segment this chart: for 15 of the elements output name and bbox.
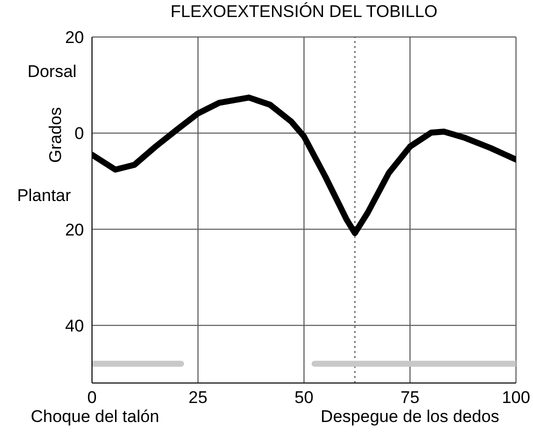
y-tick-label: 20 <box>65 220 84 240</box>
x-tick-label: 100 <box>502 388 530 408</box>
x-tick-label: 75 <box>400 388 420 408</box>
text: Plantar <box>16 186 72 206</box>
y-axis-title: Grados <box>46 107 66 163</box>
text: Despegue de los dedos <box>320 407 500 427</box>
chart-title: FLEXOEXTENSIÓN DEL TOBILLO <box>169 2 439 22</box>
text: Dorsal <box>26 62 78 82</box>
x-tick-label: 50 <box>294 388 314 408</box>
x-tick-label: 25 <box>188 388 208 408</box>
text: Choque del talón <box>30 407 160 427</box>
x-tick-label: 0 <box>87 388 97 408</box>
y-tick-label: 0 <box>74 124 84 144</box>
y-tick-label: 40 <box>65 316 84 336</box>
y-tick-label: 20 <box>65 28 84 48</box>
